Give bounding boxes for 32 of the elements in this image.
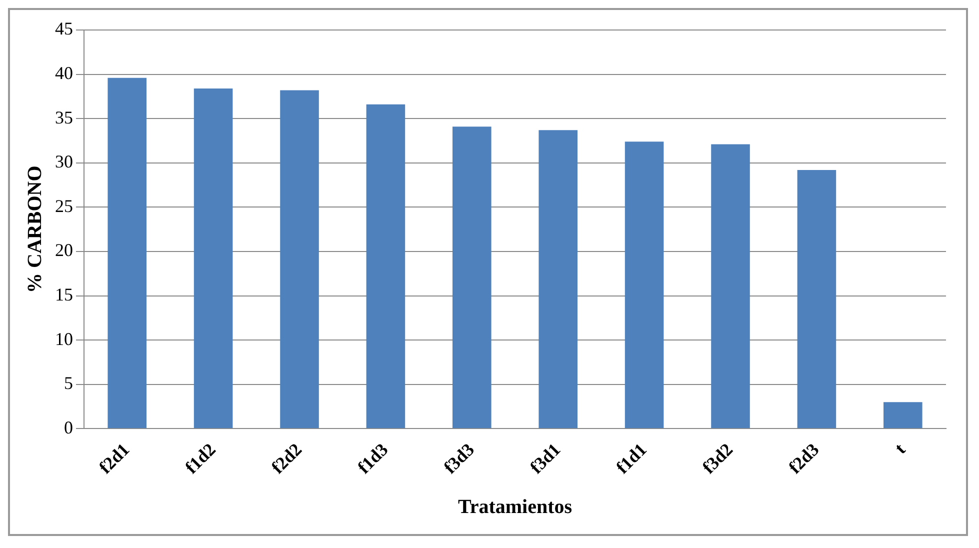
bar xyxy=(280,90,319,428)
y-tick-label: 5 xyxy=(64,373,73,394)
y-axis-title: % CARBONO xyxy=(24,166,46,293)
y-tick-label: 0 xyxy=(64,417,73,438)
bar xyxy=(884,402,922,428)
bar xyxy=(624,142,664,428)
bar xyxy=(108,78,146,428)
bar xyxy=(538,130,578,428)
x-tick-label: f3d1 xyxy=(526,439,564,478)
bar xyxy=(711,144,750,428)
bar xyxy=(452,126,492,428)
bar xyxy=(194,88,233,428)
y-tick-label: 40 xyxy=(55,63,73,84)
x-tick-label: t xyxy=(890,439,910,458)
y-tick-label: 10 xyxy=(55,328,73,349)
x-tick-label: f1d1 xyxy=(612,439,650,478)
x-tick-label: f3d3 xyxy=(440,439,478,478)
x-tick-label: f1d3 xyxy=(354,439,392,478)
y-tick-label: 15 xyxy=(55,284,73,305)
y-tick-label: 35 xyxy=(55,107,73,128)
y-tick-label: 45 xyxy=(55,18,73,39)
x-tick-label: f2d3 xyxy=(784,439,823,478)
x-axis-title: Tratamientos xyxy=(458,496,572,518)
x-tick-label: f2d1 xyxy=(95,439,134,478)
x-tick-label: f3d2 xyxy=(698,439,737,478)
y-tick-label: 25 xyxy=(55,196,73,216)
x-tick-label: f2d2 xyxy=(267,439,306,478)
bar xyxy=(366,104,406,428)
y-tick-label: 20 xyxy=(55,240,73,260)
bar xyxy=(797,170,836,428)
x-tick-label: f1d2 xyxy=(181,439,220,478)
y-tick-label: 30 xyxy=(55,152,73,172)
